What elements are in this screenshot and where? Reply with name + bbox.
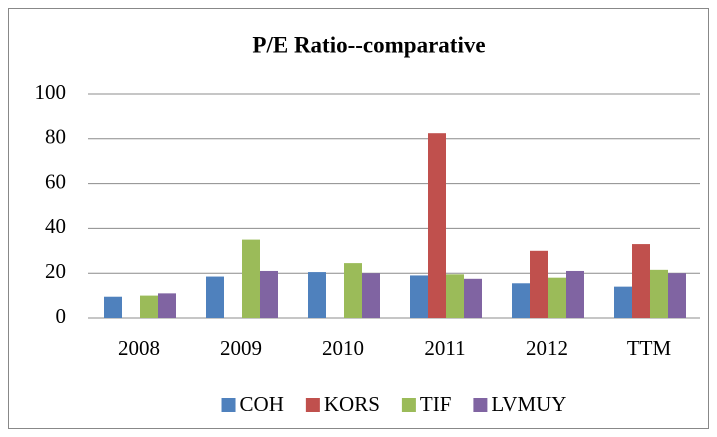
y-tick-label: 0 xyxy=(56,304,67,328)
bar xyxy=(446,274,464,318)
legend-swatch xyxy=(305,398,320,412)
y-tick-label: 60 xyxy=(45,169,66,193)
bar xyxy=(530,250,548,318)
bar xyxy=(548,277,566,318)
bar xyxy=(668,273,686,318)
legend-label: TIF xyxy=(420,392,452,416)
legend-swatch xyxy=(401,398,416,412)
bar xyxy=(464,278,482,318)
bar xyxy=(632,244,650,318)
y-tick-label: 40 xyxy=(45,214,66,238)
bar xyxy=(158,293,176,318)
y-tick-label: 20 xyxy=(45,259,66,283)
legend-label: KORS xyxy=(324,392,380,416)
bar xyxy=(650,269,668,318)
chart-border xyxy=(8,8,709,429)
x-tick-label: 2011 xyxy=(424,336,465,360)
bar xyxy=(206,276,224,318)
x-tick-label: 2012 xyxy=(526,336,568,360)
x-tick-label: 2008 xyxy=(118,336,160,360)
legend-label: LVMUY xyxy=(491,392,566,416)
bar xyxy=(344,263,362,318)
bar xyxy=(410,275,428,318)
bar xyxy=(362,273,380,318)
legend-label: COH xyxy=(240,392,284,416)
x-tick-label: 2010 xyxy=(322,336,364,360)
legend-swatch xyxy=(473,398,488,412)
bar xyxy=(260,270,278,318)
bar xyxy=(308,272,326,318)
bar xyxy=(104,296,122,318)
bar xyxy=(242,239,260,318)
chart-title: P/E Ratio--comparative xyxy=(252,32,485,57)
x-tick-label: TTM xyxy=(627,336,672,360)
x-tick-label: 2009 xyxy=(220,336,262,360)
bar xyxy=(140,295,158,318)
bar xyxy=(614,286,632,318)
bar xyxy=(428,133,446,318)
bar xyxy=(566,270,584,318)
legend-swatch xyxy=(221,398,236,412)
y-tick-label: 80 xyxy=(45,125,66,149)
bar xyxy=(512,283,530,318)
y-tick-label: 100 xyxy=(35,80,67,104)
